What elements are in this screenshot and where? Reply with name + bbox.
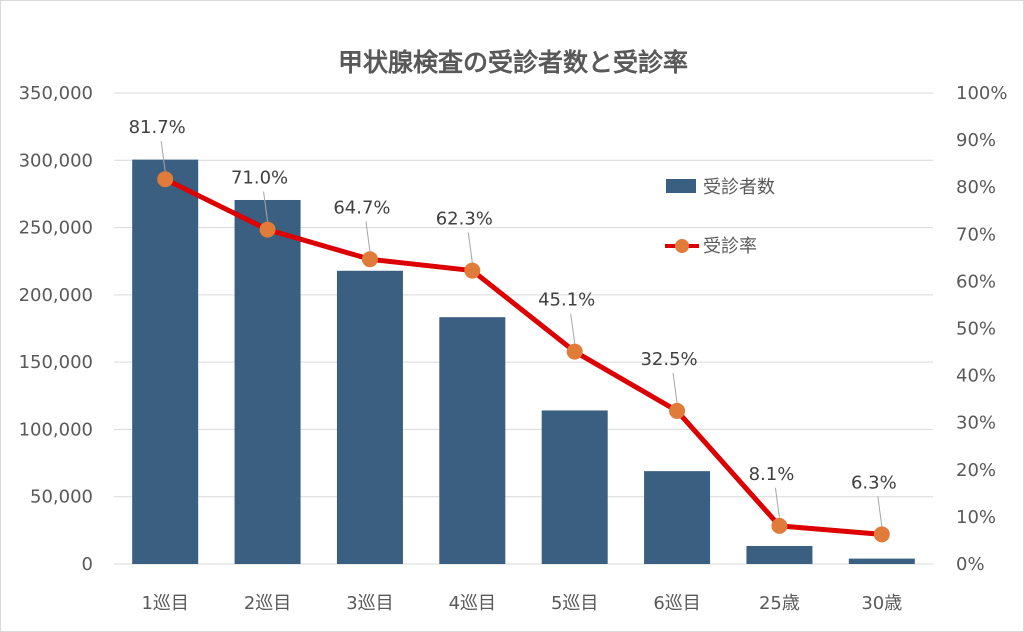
- bar: [746, 545, 813, 564]
- bar: [234, 199, 301, 564]
- label-leader: [774, 487, 780, 518]
- right-tick-label: 50%: [956, 319, 996, 340]
- rate-data-label: 64.7%: [333, 197, 390, 218]
- label-leader: [263, 191, 269, 222]
- right-tick-label: 10%: [956, 507, 996, 528]
- left-tick-label: 0: [82, 554, 93, 575]
- rate-data-label: 32.5%: [640, 349, 697, 370]
- x-axis: 1巡目 2巡目 3巡目 4巡目 5巡目 6巡目 25歳 30歳: [141, 593, 902, 614]
- bar: [439, 317, 506, 564]
- rate-marker: [157, 171, 174, 188]
- category-label: 1巡目: [141, 593, 188, 614]
- legend-label-line: 受診率: [703, 236, 757, 257]
- rate-marker: [464, 262, 481, 279]
- category-label: 30歳: [861, 593, 902, 614]
- right-axis: 0% 10% 20% 30% 40% 50% 60% 70% 80% 90% 100%: [956, 83, 1007, 575]
- rate-line: [164, 176, 883, 537]
- category-label: 4巡目: [449, 593, 496, 614]
- right-tick-label: 60%: [956, 271, 996, 292]
- rate-data-label: 81.7%: [129, 117, 186, 138]
- right-tick-label: 40%: [956, 366, 996, 387]
- chart-title: 甲状腺検査の受診者数と受診率: [338, 48, 688, 77]
- left-tick-label: 50,000: [30, 487, 93, 508]
- rate-marker: [259, 221, 276, 238]
- bar: [336, 270, 403, 564]
- line-series: 81.7% 71.0% 64.7% 62.3% 45.1% 32.5% 8.1% 6.3%: [129, 117, 897, 543]
- bar: [644, 471, 711, 564]
- left-tick-label: 250,000: [19, 218, 93, 239]
- bar: [132, 159, 199, 564]
- bar: [848, 558, 915, 564]
- label-leader: [672, 372, 678, 403]
- right-tick-label: 70%: [956, 224, 996, 245]
- bar: [541, 410, 608, 564]
- label-leader: [570, 313, 576, 344]
- legend-label-bar: 受診者数: [703, 177, 775, 198]
- category-label: 6巡目: [653, 593, 700, 614]
- label-leader: [160, 141, 166, 172]
- rate-marker: [771, 517, 788, 534]
- left-tick-label: 300,000: [19, 150, 93, 171]
- rate-marker: [361, 251, 378, 268]
- label-leader: [467, 232, 473, 263]
- rate-data-label: 71.0%: [231, 168, 288, 189]
- label-leader: [365, 221, 371, 252]
- legend-line-marker: [675, 239, 689, 253]
- category-label: 2巡目: [244, 593, 291, 614]
- rate-data-label: 6.3%: [851, 472, 897, 493]
- rate-data-label: 62.3%: [436, 209, 493, 230]
- right-tick-label: 30%: [956, 413, 996, 434]
- left-tick-label: 200,000: [19, 285, 93, 306]
- right-tick-label: 100%: [956, 83, 1007, 104]
- rate-marker: [669, 402, 686, 419]
- right-tick-label: 90%: [956, 130, 996, 151]
- category-label: 5巡目: [551, 593, 598, 614]
- right-tick-label: 80%: [956, 177, 996, 198]
- rate-data-label: 8.1%: [749, 464, 795, 485]
- legend-bar-swatch: [666, 179, 696, 193]
- left-tick-label: 100,000: [19, 419, 93, 440]
- left-tick-label: 350,000: [19, 83, 93, 104]
- category-label: 25歳: [759, 593, 800, 614]
- right-tick-label: 20%: [956, 460, 996, 481]
- bar-series: [132, 159, 915, 564]
- rate-data-label: 45.1%: [538, 290, 595, 311]
- right-tick-label: 0%: [956, 554, 985, 575]
- rate-marker: [873, 526, 890, 543]
- category-label: 3巡目: [346, 593, 393, 614]
- legend: 受診者数 受診率: [665, 177, 775, 257]
- left-tick-label: 150,000: [19, 352, 93, 373]
- label-leader: [877, 496, 883, 527]
- left-axis: 0 50,000 100,000 150,000 200,000 250,000 300,0…: [19, 83, 93, 575]
- rate-marker: [566, 343, 583, 360]
